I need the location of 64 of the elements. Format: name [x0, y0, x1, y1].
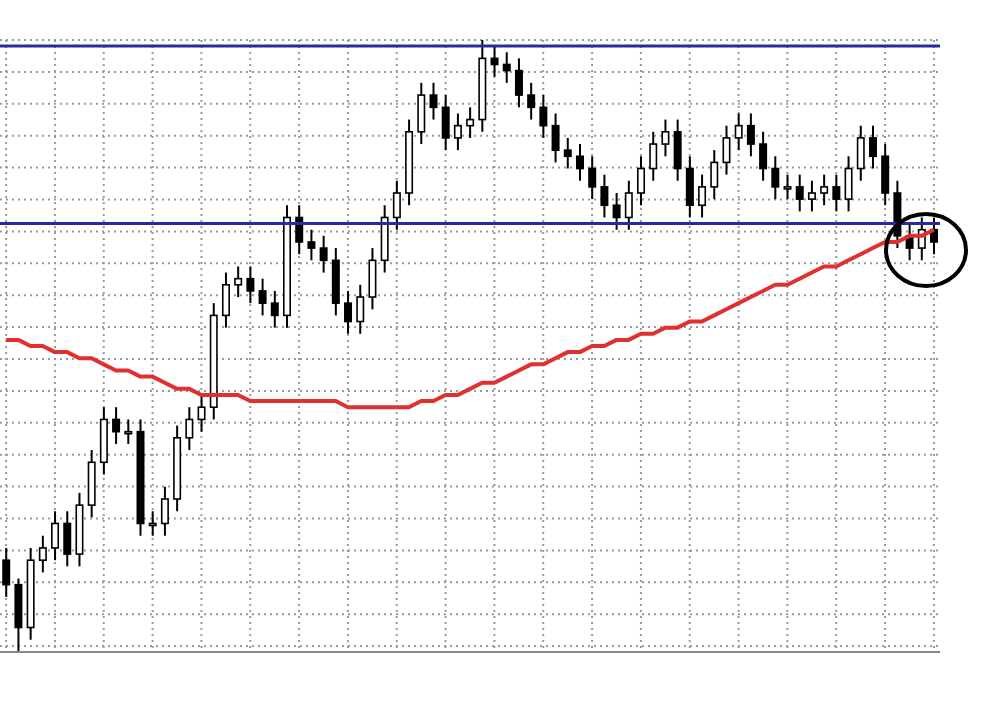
- candlestick: [734, 112, 743, 152]
- candlestick: [820, 173, 829, 207]
- candlestick: [185, 406, 194, 452]
- candlestick: [771, 155, 780, 201]
- candlestick: [14, 577, 23, 652]
- candlestick: [124, 418, 133, 445]
- candlestick: [527, 81, 536, 121]
- candlestick: [51, 510, 60, 562]
- candlestick: [844, 155, 853, 213]
- candlestick: [392, 179, 401, 231]
- candlestick: [832, 173, 841, 213]
- candlestick: [722, 124, 731, 176]
- candlestick: [38, 534, 47, 574]
- candlestick: [99, 406, 108, 476]
- candlestick: [575, 143, 584, 182]
- candlestick: [87, 449, 96, 519]
- candlestick: [112, 406, 121, 445]
- candlestick: [246, 265, 255, 305]
- candlestick: [759, 130, 768, 182]
- candlestick: [795, 173, 804, 213]
- candlestick: [868, 124, 877, 170]
- candlestick: [698, 173, 707, 219]
- candlestick: [649, 130, 658, 182]
- candlestick: [160, 485, 169, 537]
- candlestick: [331, 247, 340, 317]
- candlestick: [417, 81, 426, 146]
- candlestick: [270, 289, 279, 329]
- candlestick: [368, 247, 377, 311]
- candlestick: [673, 118, 682, 182]
- candlestick: [441, 94, 450, 152]
- candlestick: [881, 143, 890, 207]
- candlestick: [221, 271, 230, 329]
- candlestick: [466, 106, 475, 139]
- candlestick: [307, 228, 316, 262]
- candlestick: [551, 112, 560, 164]
- candlestick: [319, 234, 328, 274]
- candlestick: [429, 81, 438, 121]
- candlestick: [514, 57, 523, 109]
- candlestick: [637, 155, 646, 207]
- candlestick: [490, 45, 499, 78]
- candlestick: [380, 204, 389, 274]
- candlestick: [563, 136, 572, 170]
- candlestick: [356, 283, 365, 335]
- candlestick: [63, 510, 72, 568]
- candlestick: [783, 173, 792, 201]
- candlestick: [539, 94, 548, 139]
- candlestick: [197, 393, 206, 433]
- candlestick: [685, 155, 694, 219]
- candlestick: [612, 192, 621, 231]
- candlestick: [624, 179, 633, 231]
- candlestick: [2, 546, 11, 598]
- candlestick: [856, 124, 865, 182]
- candlestick: [148, 510, 157, 537]
- candlestick: [600, 173, 609, 219]
- candlestick: [588, 155, 597, 201]
- candlestick: [453, 112, 462, 152]
- candlestick: [234, 265, 243, 299]
- candlestick: [661, 118, 670, 158]
- candlestick: [710, 149, 719, 201]
- candlestick: [344, 289, 353, 335]
- candlestick: [502, 51, 511, 84]
- candlestick: [746, 112, 755, 158]
- candlestick: [807, 179, 816, 213]
- candlestick: [258, 277, 267, 317]
